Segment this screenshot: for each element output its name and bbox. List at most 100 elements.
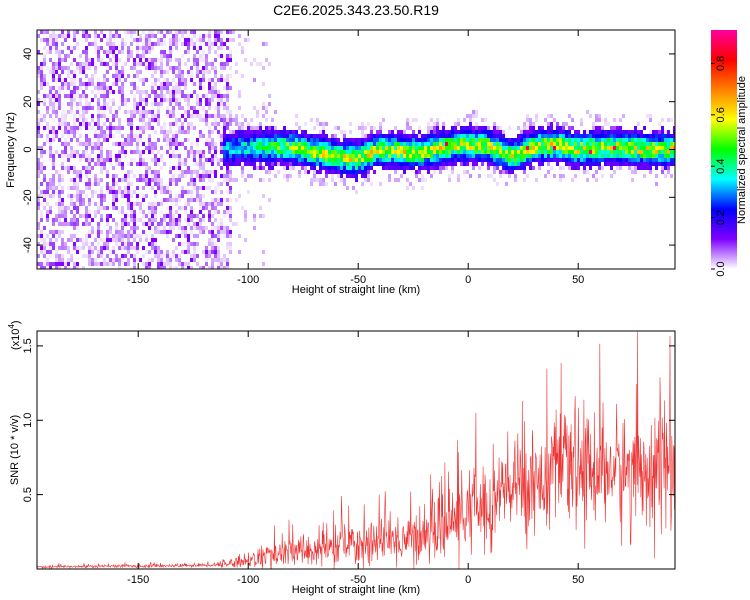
heatmap-cell xyxy=(130,242,133,246)
heatmap-cell xyxy=(82,190,85,194)
heatmap-cell xyxy=(85,174,88,178)
heatmap-cell xyxy=(397,158,400,162)
heatmap-cell xyxy=(52,242,55,246)
heatmap-cell xyxy=(238,138,241,142)
heatmap-cell xyxy=(52,134,55,138)
heatmap-cell xyxy=(154,142,157,146)
heatmap-cell xyxy=(121,230,124,234)
heatmap-cell xyxy=(472,134,475,138)
heatmap-cell xyxy=(334,142,337,146)
heatmap-cell xyxy=(196,214,199,218)
heatmap-cell xyxy=(238,142,241,146)
heatmap-cell xyxy=(607,162,610,166)
heatmap-cell xyxy=(574,134,577,138)
heatmap-cell xyxy=(454,134,457,138)
heatmap-cell xyxy=(40,66,43,70)
heatmap-cell xyxy=(43,126,46,130)
heatmap-cell xyxy=(190,182,193,186)
heatmap-cell xyxy=(49,238,52,242)
heatmap-cell xyxy=(118,142,121,146)
heatmap-cell xyxy=(193,90,196,94)
heatmap-cell xyxy=(169,30,172,34)
heatmap-cell xyxy=(43,94,46,98)
heatmap-cell xyxy=(127,170,130,174)
heatmap-cell xyxy=(223,230,226,234)
heatmap-cell xyxy=(577,134,580,138)
heatmap-cell xyxy=(556,146,559,150)
heatmap-cell xyxy=(160,154,163,158)
heatmap-cell xyxy=(175,82,178,86)
heatmap-cell xyxy=(223,254,226,258)
heatmap-cell xyxy=(124,234,127,238)
heatmap-cell xyxy=(46,210,49,214)
heatmap-cell xyxy=(61,186,64,190)
heatmap-cell xyxy=(232,118,235,122)
heatmap-cell xyxy=(442,142,445,146)
heatmap-cell xyxy=(172,166,175,170)
heatmap-cell xyxy=(283,150,286,154)
heatmap-cell xyxy=(217,254,220,258)
heatmap-cell xyxy=(88,106,91,110)
heatmap-cell xyxy=(172,150,175,154)
heatmap-cell xyxy=(160,178,163,182)
heatmap-cell xyxy=(631,162,634,166)
heatmap-cell xyxy=(301,154,304,158)
heatmap-cell xyxy=(148,266,151,269)
heatmap-cell xyxy=(274,162,277,166)
heatmap-cell xyxy=(316,178,319,182)
heatmap-cell xyxy=(250,138,253,142)
heatmap-cell xyxy=(169,182,172,186)
heatmap-cell xyxy=(532,126,535,130)
heatmap-cell xyxy=(328,146,331,150)
heatmap-cell xyxy=(142,210,145,214)
heatmap-cell xyxy=(190,142,193,146)
heatmap-cell xyxy=(631,138,634,142)
heatmap-cell xyxy=(238,234,241,238)
heatmap-cell xyxy=(367,170,370,174)
heatmap-cell xyxy=(85,118,88,122)
heatmap-cell xyxy=(253,58,256,62)
heatmap-cell xyxy=(496,158,499,162)
heatmap-cell xyxy=(106,126,109,130)
heatmap-cell xyxy=(58,94,61,98)
heatmap-cell xyxy=(76,46,79,50)
heatmap-cell xyxy=(487,142,490,146)
heatmap-cell xyxy=(478,174,481,178)
heatmap-cell xyxy=(241,150,244,154)
heatmap-cell xyxy=(223,198,226,202)
heatmap-cell xyxy=(124,102,127,106)
heatmap-cell xyxy=(229,162,232,166)
heatmap-cell xyxy=(85,146,88,150)
heatmap-cell xyxy=(436,122,439,126)
heatmap-cell xyxy=(178,86,181,90)
heatmap-cell xyxy=(484,158,487,162)
heatmap-cell xyxy=(607,134,610,138)
heatmap-cell xyxy=(646,158,649,162)
heatmap-cell xyxy=(469,154,472,158)
heatmap-cell xyxy=(130,162,133,166)
heatmap-cell xyxy=(133,158,136,162)
heatmap-cell xyxy=(442,146,445,150)
heatmap-cell xyxy=(73,74,76,78)
heatmap-cell xyxy=(598,134,601,138)
heatmap-cell xyxy=(172,114,175,118)
heatmap-cell xyxy=(118,118,121,122)
heatmap-cell xyxy=(55,202,58,206)
heatmap-cell xyxy=(88,218,91,222)
heatmap-cell xyxy=(157,230,160,234)
heatmap-cell xyxy=(67,122,70,126)
heatmap-cell xyxy=(148,122,151,126)
heatmap-cell xyxy=(421,150,424,154)
heatmap-cell xyxy=(139,202,142,206)
heatmap-cell xyxy=(571,118,574,122)
heatmap-cell xyxy=(562,134,565,138)
heatmap-cell xyxy=(37,146,40,150)
heatmap-cell xyxy=(388,162,391,166)
heatmap-cell xyxy=(55,186,58,190)
heatmap-cell xyxy=(58,254,61,258)
heatmap-cell xyxy=(379,182,382,186)
heatmap-cell xyxy=(145,114,148,118)
heatmap-cell xyxy=(214,34,217,38)
heatmap-cell xyxy=(208,50,211,54)
heatmap-cell xyxy=(64,82,67,86)
